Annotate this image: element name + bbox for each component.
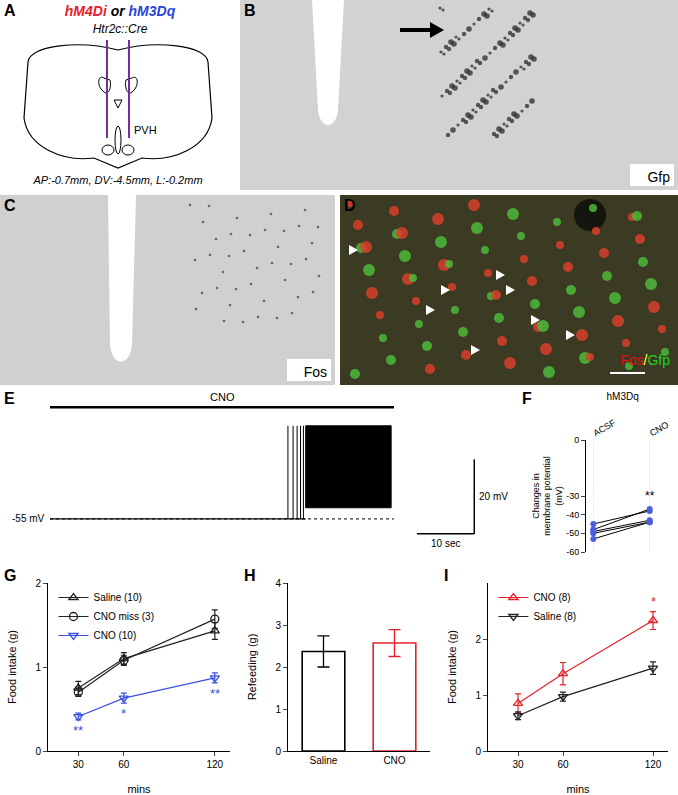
svg-text:mins: mins [127,783,151,795]
svg-text:1: 1 [275,704,281,715]
html-text:A: A [4,2,16,19]
svg-text:**: ** [73,723,83,738]
svg-text:mins: mins [566,783,590,795]
svg-text:CNO (8): CNO (8) [533,592,570,603]
html-text:F: F [522,390,532,407]
svg-text:-50: -50 [566,528,579,538]
svg-text:Fos/Gfp: Fos/Gfp [620,352,670,368]
svg-text:60: 60 [557,759,569,770]
svg-text:CNO miss (3): CNO miss (3) [93,611,154,622]
svg-text:2: 2 [35,578,41,589]
svg-text:Food intake (g): Food intake (g) [6,630,18,704]
svg-text:4: 4 [275,578,281,589]
svg-text:Htr2c::Cre: Htr2c::Cre [93,22,148,36]
svg-text:CNO: CNO [648,420,670,439]
svg-text:1: 1 [35,662,41,673]
svg-text:**: ** [210,686,220,701]
svg-text:hM4Di or hM3Dq: hM4Di or hM3Dq [65,3,176,19]
svg-text:30: 30 [512,759,524,770]
svg-text:CNO: CNO [383,755,405,766]
html-text:D: D [344,197,356,214]
svg-text:Refeeding (g): Refeeding (g) [246,634,258,701]
html-text:B: B [244,2,256,19]
svg-text:Saline: Saline [310,755,338,766]
svg-text:2: 2 [475,634,481,645]
html-text:G: G [4,567,17,584]
html-text:I: I [444,567,449,584]
html-text:C: C [4,197,16,214]
svg-text:120: 120 [645,759,662,770]
svg-text:60: 60 [118,759,130,770]
svg-text:0: 0 [475,746,481,757]
svg-text:120: 120 [206,759,223,770]
svg-text:2: 2 [275,662,281,673]
svg-text:ACSF: ACSF [592,417,618,438]
svg-text:Food intake (g): Food intake (g) [446,630,458,704]
svg-text:Gfp: Gfp [647,169,670,185]
svg-text:-40: -40 [566,510,579,520]
svg-text:CNO (10): CNO (10) [93,630,136,641]
svg-text:20 mV: 20 mV [479,491,508,502]
svg-text:3: 3 [275,620,281,631]
svg-text:Saline (10): Saline (10) [93,592,141,603]
svg-text:30: 30 [73,759,85,770]
svg-text:0: 0 [275,746,281,757]
svg-text:-30: -30 [566,491,579,501]
svg-text:Saline (8): Saline (8) [533,611,576,622]
html-text:E: E [4,390,15,407]
svg-text:Fos: Fos [304,364,327,380]
svg-text:**: ** [645,489,655,503]
svg-text:AP:-0.7mm, DV:-4.5mm, L:-0.2mm: AP:-0.7mm, DV:-4.5mm, L:-0.2mm [32,174,202,186]
svg-text:0: 0 [574,435,579,445]
svg-text:-55 mV: -55 mV [12,513,45,524]
svg-text:1: 1 [475,690,481,701]
svg-text:*: * [121,706,126,721]
svg-text:hM3Dq: hM3Dq [607,391,639,402]
html-text:H: H [244,567,256,584]
svg-text:0: 0 [35,746,41,757]
svg-text:-60: -60 [566,547,579,557]
svg-text:*: * [651,594,656,609]
svg-text:CNO: CNO [210,391,235,403]
svg-text:PVH: PVH [134,124,157,136]
svg-text:10 sec: 10 sec [431,538,460,549]
svg-text:Changes inmembrane potential(m: Changes inmembrane potential(mV) [531,456,564,536]
